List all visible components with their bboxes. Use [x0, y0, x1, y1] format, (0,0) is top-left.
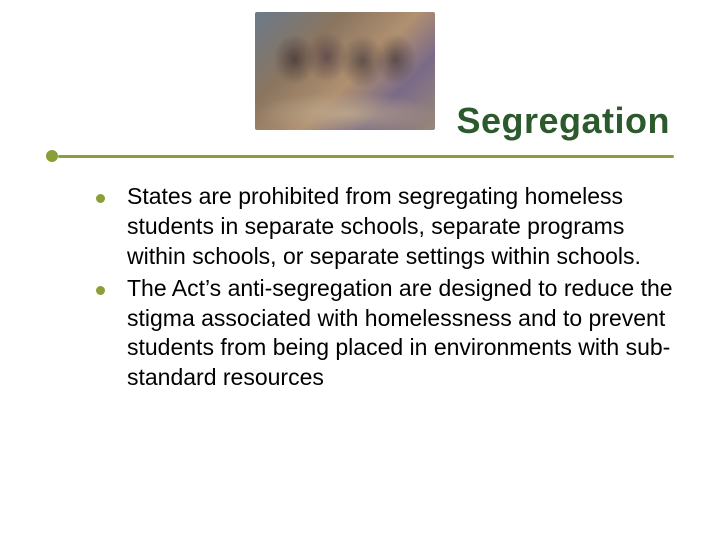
list-item: The Act’s anti-segregation are designed … — [96, 274, 676, 394]
slide-title: Segregation — [456, 100, 670, 142]
header-photo — [255, 12, 435, 130]
divider-line — [58, 155, 674, 158]
divider-ball-icon — [46, 150, 58, 162]
bullet-icon — [96, 286, 105, 295]
bullet-text: The Act’s anti-segregation are designed … — [127, 274, 676, 394]
title-divider — [46, 150, 674, 162]
bullet-text: States are prohibited from segregating h… — [127, 182, 676, 272]
list-item: States are prohibited from segregating h… — [96, 182, 676, 272]
bullet-list: States are prohibited from segregating h… — [96, 182, 676, 395]
bullet-icon — [96, 194, 105, 203]
slide: Segregation States are prohibited from s… — [0, 0, 720, 540]
